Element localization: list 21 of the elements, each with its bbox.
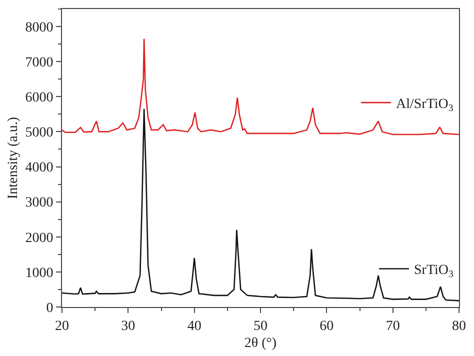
y-axis-title: Intensity (a.u.) [6, 116, 21, 200]
x-tick-label: 50 [254, 318, 268, 334]
y-tick-label: 8000 [25, 20, 54, 36]
y-tick-label: 1000 [25, 266, 54, 281]
x-tick-label: 80 [452, 318, 466, 334]
x-axis-title: 2θ (°) [244, 336, 277, 352]
y-tick-label: 6000 [25, 90, 54, 106]
x-tick-label: 60 [320, 318, 334, 334]
y-tick-label: 5000 [25, 126, 54, 141]
y-tick-label: 0 [46, 300, 54, 316]
x-tick-label: 20 [55, 318, 69, 334]
y-tick-label: 3000 [25, 196, 54, 211]
legend-label: Al/SrTiO$_{3}$ [396, 97, 454, 114]
x-tick-label: 40 [187, 318, 202, 334]
y-tick-label: 4000 [25, 160, 54, 176]
legend-label: SrTiO$_{3}$ [414, 263, 454, 280]
y-tick-label: 7000 [25, 55, 54, 70]
y-tick-label: 2000 [25, 230, 54, 246]
x-tick-label: 30 [121, 318, 136, 334]
x-tick-label: 70 [386, 318, 400, 334]
line-series [62, 38, 459, 136]
